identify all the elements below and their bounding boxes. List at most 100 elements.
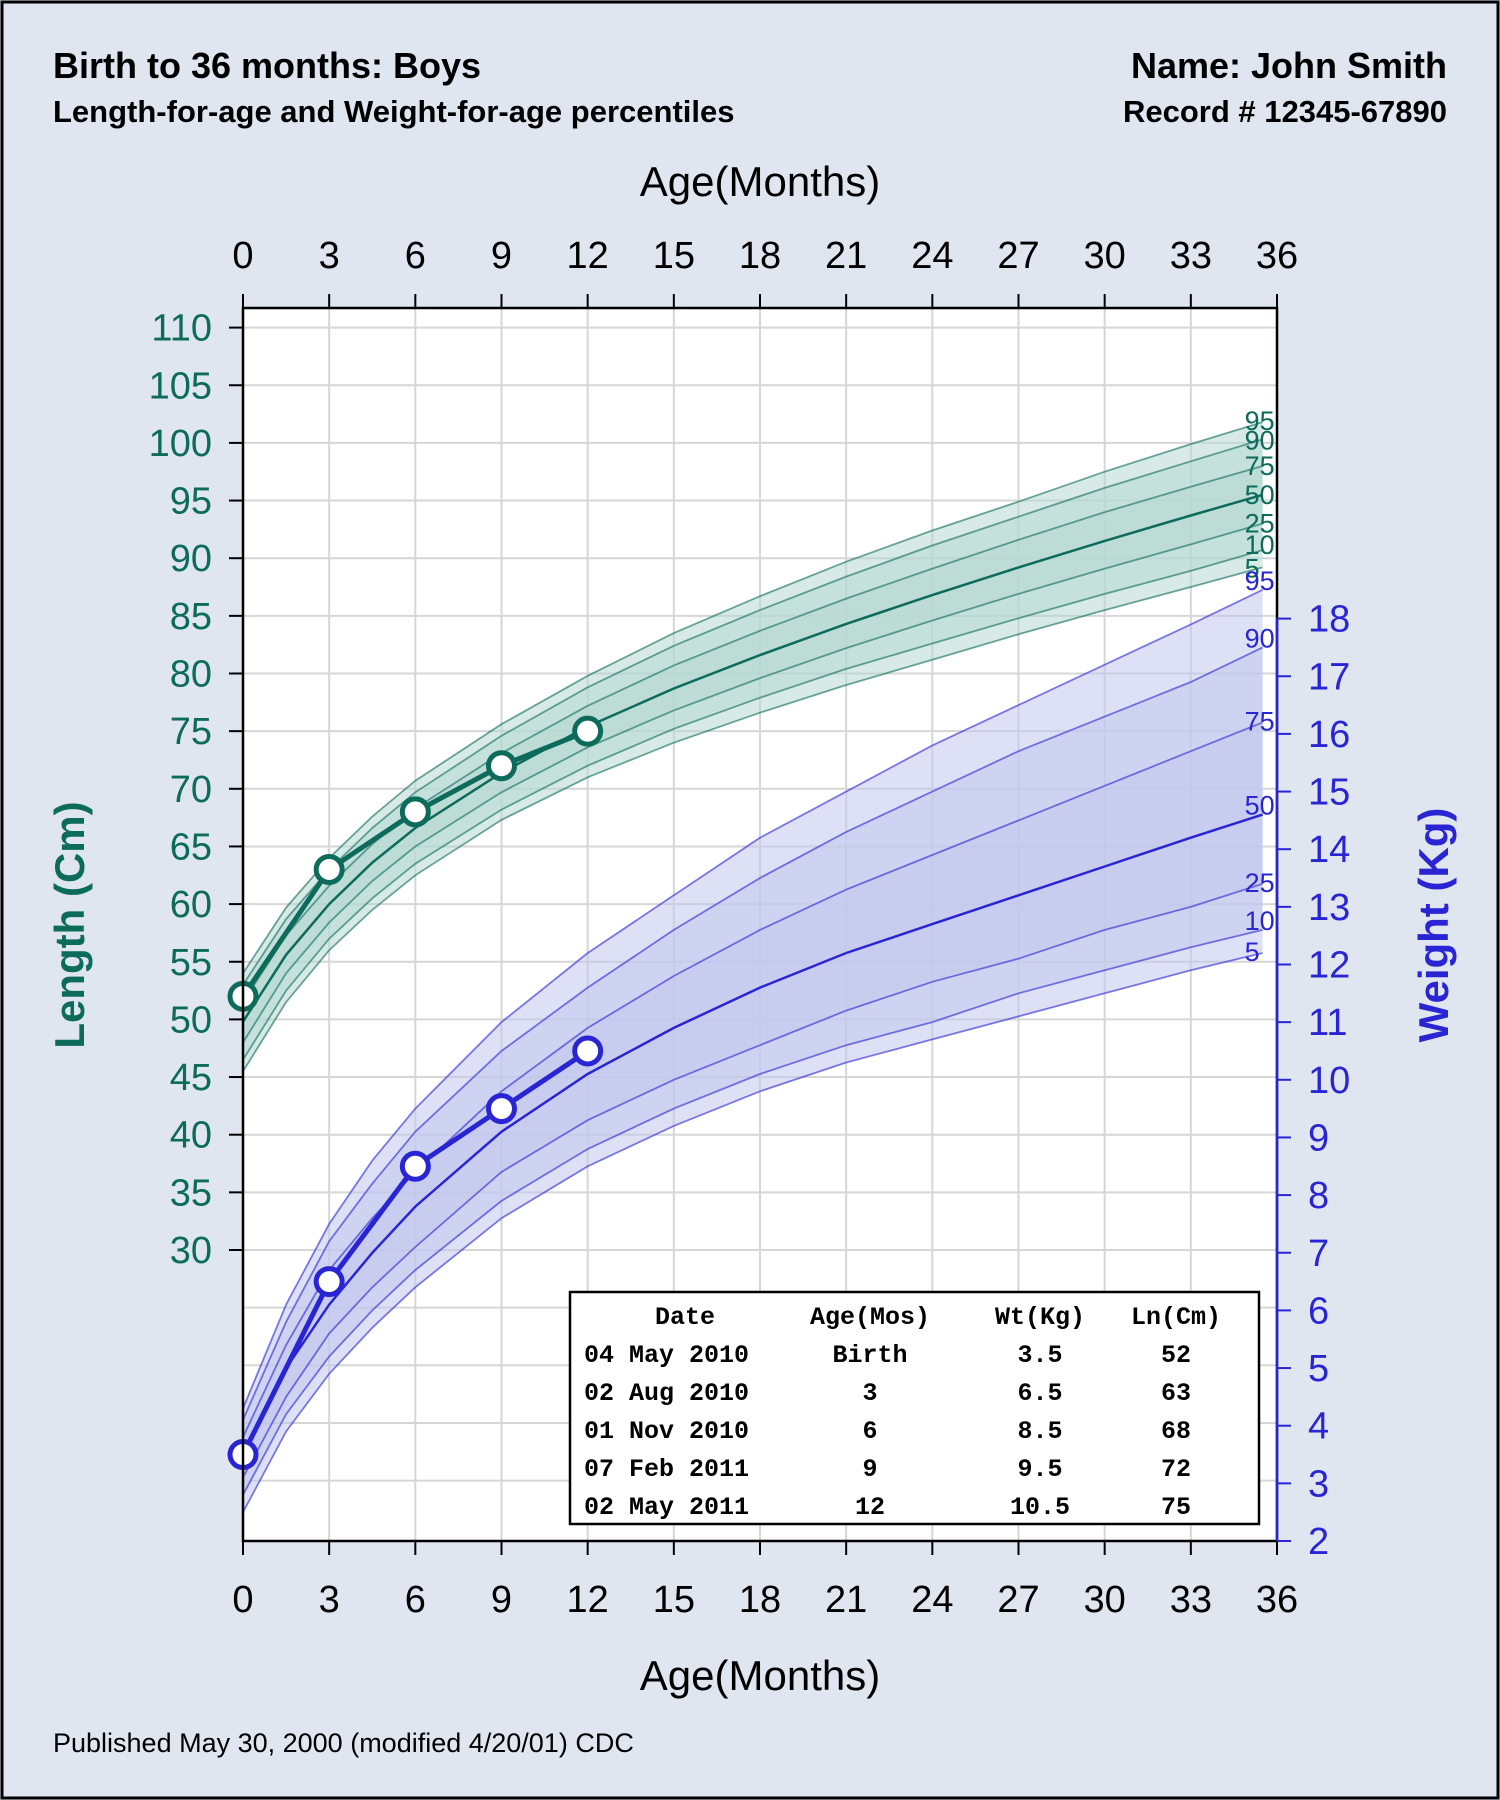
patient-weight-point bbox=[486, 1093, 517, 1125]
axes: 0033669912121515181821212424272730303333… bbox=[149, 235, 1351, 1621]
weight-tick-label: 13 bbox=[1308, 887, 1350, 929]
table-cell: 9 bbox=[862, 1455, 877, 1484]
weight-tick-label: 3 bbox=[1308, 1463, 1329, 1505]
x-axis-title-bottom: Age(Months) bbox=[640, 1652, 880, 1699]
table-cell: 6 bbox=[862, 1417, 877, 1446]
x-tick-label-bottom: 36 bbox=[1256, 1579, 1298, 1621]
x-tick-label-bottom: 0 bbox=[232, 1579, 253, 1621]
table-header: Date bbox=[655, 1303, 715, 1332]
weight-tick-label: 17 bbox=[1308, 656, 1350, 698]
x-tick-label-top: 21 bbox=[825, 235, 867, 277]
record-number: Record # 12345-67890 bbox=[1123, 94, 1447, 129]
length-tick-label: 105 bbox=[149, 365, 212, 407]
weight-p90-line bbox=[242, 646, 1263, 1421]
length-p10-line bbox=[242, 549, 1263, 1061]
length-tick-label: 45 bbox=[170, 1057, 212, 1099]
x-tick-label-top: 12 bbox=[567, 235, 609, 277]
table-cell: 8.5 bbox=[1017, 1417, 1062, 1446]
length-p10-label: 10 bbox=[1245, 530, 1275, 560]
table-box bbox=[568, 1290, 1261, 1526]
weight-p5-label: 5 bbox=[1245, 937, 1260, 967]
table-header: Ln(Cm) bbox=[1131, 1303, 1221, 1332]
table-cell: 68 bbox=[1161, 1417, 1191, 1446]
weight-p95-line bbox=[242, 588, 1263, 1409]
x-tick-label-top: 24 bbox=[911, 235, 953, 277]
length-tick-label: 40 bbox=[170, 1115, 212, 1157]
table-cell: 04 May 2010 bbox=[584, 1341, 749, 1370]
table-cell: 75 bbox=[1161, 1493, 1191, 1522]
patient-length-point bbox=[486, 750, 517, 782]
x-tick-label-top: 36 bbox=[1256, 235, 1298, 277]
length-tick-label: 65 bbox=[170, 826, 212, 868]
length-tick-label: 50 bbox=[170, 999, 212, 1041]
x-tick-label-bottom: 12 bbox=[567, 1579, 609, 1621]
length-p90-line bbox=[242, 438, 1263, 986]
weight-p25-label: 25 bbox=[1245, 868, 1275, 898]
weight-tick-label: 4 bbox=[1308, 1406, 1329, 1448]
chart-subtitle: Length-for-age and Weight-for-age percen… bbox=[53, 94, 734, 129]
length-p50-label: 50 bbox=[1245, 480, 1275, 510]
length-p95-label: 95 bbox=[1245, 406, 1275, 436]
x-tick-label-bottom: 9 bbox=[491, 1579, 512, 1621]
table-cell: 72 bbox=[1161, 1455, 1191, 1484]
length-tick-label: 80 bbox=[170, 654, 212, 696]
weight-tick-label: 11 bbox=[1308, 1002, 1347, 1044]
length-p5-label: 5 bbox=[1245, 553, 1260, 583]
x-tick-label-top: 6 bbox=[405, 235, 426, 277]
table-cell: 63 bbox=[1161, 1379, 1191, 1408]
length-tick-label: 30 bbox=[170, 1230, 212, 1272]
x-tick-label-bottom: 6 bbox=[405, 1579, 426, 1621]
length-p90-label: 90 bbox=[1245, 425, 1275, 455]
x-tick-label-top: 0 bbox=[232, 235, 253, 277]
weight-p75-line bbox=[242, 721, 1263, 1438]
x-tick-label-bottom: 33 bbox=[1170, 1579, 1212, 1621]
table-cell: 07 Feb 2011 bbox=[584, 1455, 749, 1484]
weight-tick-label: 18 bbox=[1308, 599, 1350, 641]
weight-p50-label: 50 bbox=[1245, 791, 1275, 821]
weight-bands bbox=[243, 589, 1263, 1513]
table-cell: 3 bbox=[862, 1379, 877, 1408]
weight-percentile-lines: 510 25 50 75 90 95 bbox=[241, 566, 1275, 1513]
patient-weight-point bbox=[572, 1035, 604, 1067]
weight-p10-label: 10 bbox=[1245, 906, 1275, 936]
weight-p95-label: 95 bbox=[1245, 566, 1275, 596]
measurement-table: Date Age(Mos) Wt(Kg) Ln(Cm) 04 May 2010 Birth… bbox=[568, 1290, 1261, 1526]
x-tick-label-bottom: 30 bbox=[1084, 1579, 1126, 1621]
table-cell: 10.5 bbox=[1010, 1493, 1070, 1522]
weight-tick-label: 2 bbox=[1308, 1521, 1329, 1563]
footer-note: Published May 30, 2000 (modified 4/20/01… bbox=[53, 1728, 634, 1758]
x-tick-label-top: 33 bbox=[1170, 235, 1212, 277]
x-tick-label-top: 3 bbox=[319, 235, 340, 277]
weight-tick-label: 8 bbox=[1308, 1175, 1329, 1217]
table-cell: 52 bbox=[1161, 1341, 1191, 1370]
table-header: Age(Mos) bbox=[810, 1303, 930, 1332]
table-cell: 12 bbox=[855, 1493, 885, 1522]
x-tick-label-bottom: 21 bbox=[825, 1579, 867, 1621]
weight-tick-label: 5 bbox=[1308, 1348, 1329, 1390]
length-tick-label: 90 bbox=[170, 538, 212, 580]
x-tick-label-bottom: 15 bbox=[653, 1579, 695, 1621]
length-p25-label: 25 bbox=[1245, 509, 1275, 539]
x-tick-label-bottom: 18 bbox=[739, 1579, 781, 1621]
x-tick-label-bottom: 27 bbox=[997, 1579, 1039, 1621]
patient-length-point bbox=[399, 796, 431, 828]
patient-length-point bbox=[572, 715, 604, 747]
length-tick-label: 70 bbox=[170, 769, 212, 811]
x-tick-label-bottom: 3 bbox=[319, 1579, 340, 1621]
weight-p25-line bbox=[242, 882, 1263, 1479]
x-tick-label-top: 9 bbox=[491, 235, 512, 277]
percentile-band bbox=[243, 722, 1263, 1478]
length-p25-line bbox=[242, 522, 1263, 1043]
table-cell: 02 May 2011 bbox=[584, 1493, 749, 1522]
length-axis-title: Length (Cm) bbox=[46, 801, 93, 1048]
weight-tick-label: 9 bbox=[1308, 1117, 1329, 1159]
weight-tick-label: 6 bbox=[1308, 1290, 1329, 1332]
table-cell: 6.5 bbox=[1017, 1379, 1062, 1408]
table-cell: 3.5 bbox=[1017, 1341, 1062, 1370]
x-axis-title-top: Age(Months) bbox=[640, 158, 880, 205]
table-cell: 02 Aug 2010 bbox=[584, 1379, 749, 1408]
length-p50-line bbox=[241, 493, 1263, 1023]
length-tick-label: 35 bbox=[170, 1172, 212, 1214]
